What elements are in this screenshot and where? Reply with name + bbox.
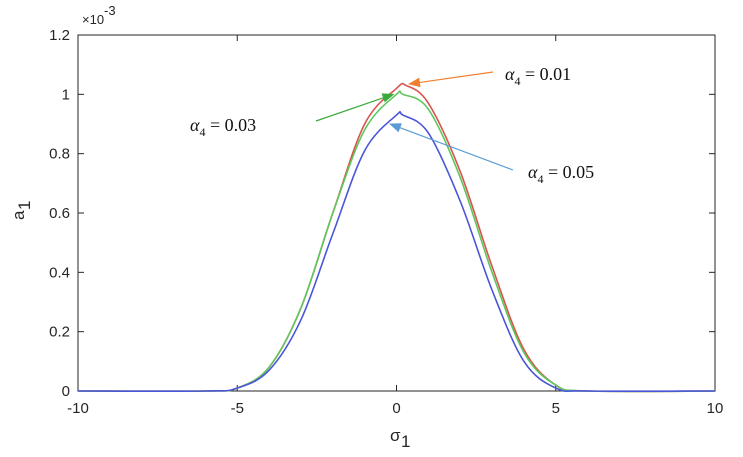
y-tick-label: 0.4 [49,264,70,281]
x-axis-label: σ 1 [390,426,410,451]
y-tick-label: 0.8 [49,146,70,163]
y-axis-label-sub: 1 [15,201,34,210]
x-tick-label: -5 [231,400,244,417]
annotations: α4 = 0.01 α4 = 0.03 α4 = 0.05 [190,64,594,186]
series-line-3 [77,110,716,393]
y-multiplier-exponent: -3 [104,3,116,18]
y-tick-label: 1.2 [49,27,70,44]
y-tick-label: 1 [62,86,70,103]
y-tick-label: 0.2 [49,324,70,341]
y-axis-label-main: a [9,210,28,220]
annotation-arrow [315,93,395,122]
y-tick-label: 0.6 [49,205,70,222]
y-axis-ticks: 0 0.2 0.4 0.6 0.8 1 1.2 [49,27,715,400]
y-multiplier-label: ×10 [82,12,104,27]
x-tick-label: -10 [67,400,89,417]
x-axis-label-sub: 1 [401,432,410,451]
annotation-arrow [389,123,514,171]
annotation-label: α4 = 0.03 [190,115,256,139]
x-axis-label-main: σ [390,426,401,445]
x-tick-label: 10 [707,400,724,417]
y-axis-label: a 1 [9,201,34,220]
annotation-arrow [408,71,494,88]
x-tick-label: 5 [552,400,560,417]
annotation-label: α4 = 0.01 [505,64,571,88]
x-tick-label: 0 [392,400,400,417]
series-lines [77,82,716,393]
annotation-label: α4 = 0.05 [528,162,594,186]
y-tick-label: 0 [62,383,70,400]
